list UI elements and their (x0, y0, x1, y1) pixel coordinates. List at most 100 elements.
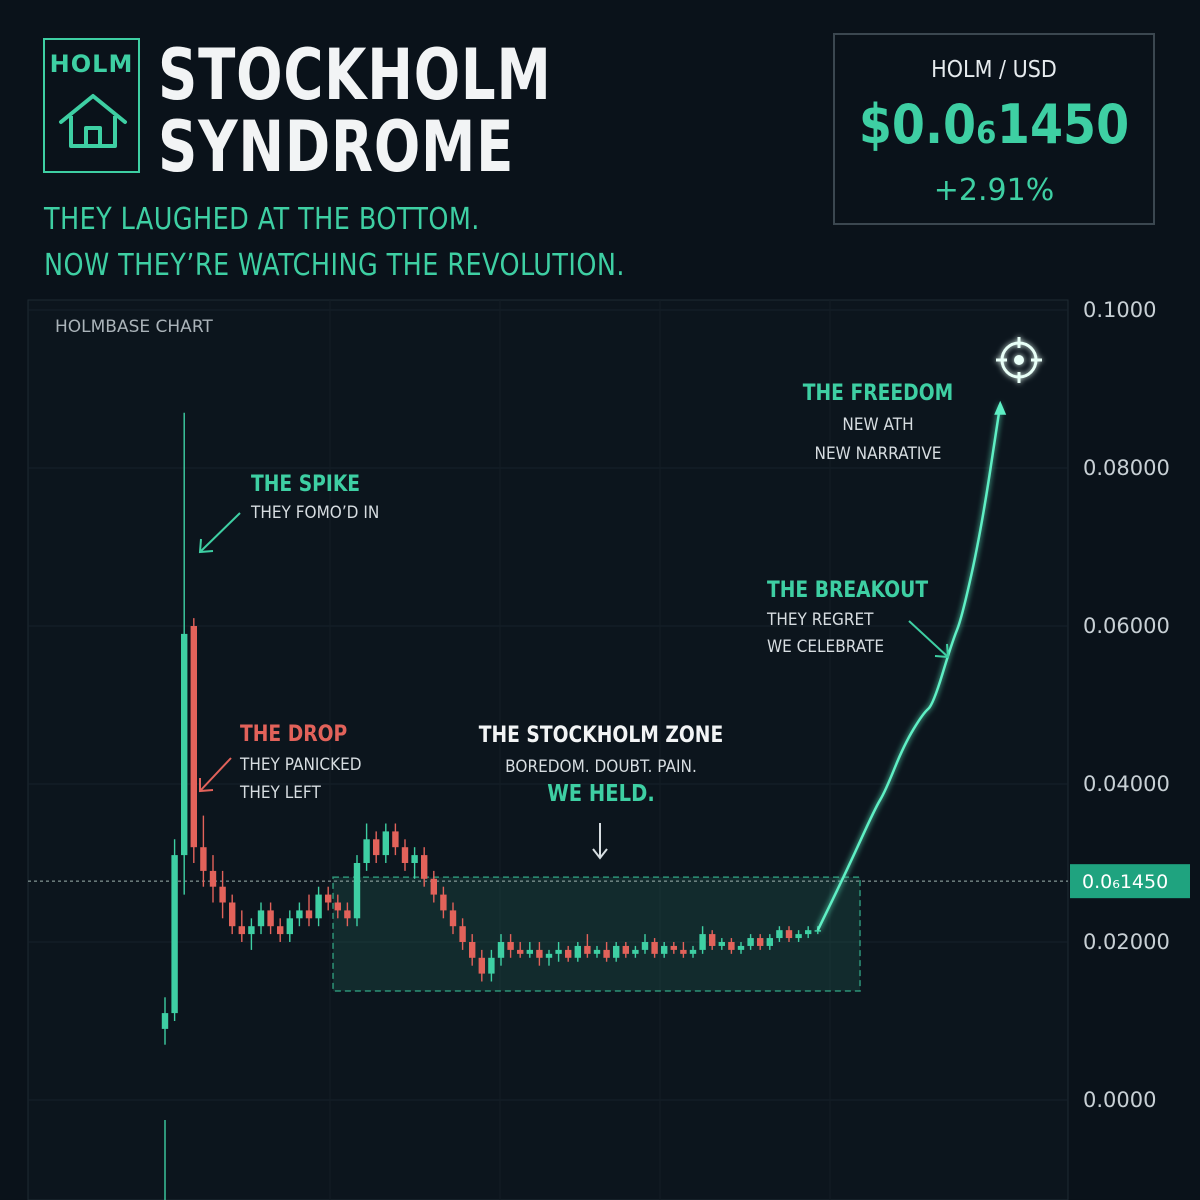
breakout-line (816, 404, 1002, 931)
price-value: $0.0₆1450 (858, 93, 1130, 156)
page-title-line-2: SYNDROME (158, 106, 515, 188)
candle (478, 949, 485, 982)
current-price-tag: 0.0₆1450 (1070, 864, 1190, 899)
candle (315, 886, 322, 927)
candle (286, 910, 293, 942)
drop-arrow-icon (199, 757, 232, 793)
annotation-freedom: THE FREEDOM NEW ATH NEW NARRATIVE (788, 381, 968, 464)
candle (584, 934, 591, 958)
candle (488, 949, 495, 982)
annotation-freedom-title: THE FREEDOM (802, 381, 954, 406)
candle (190, 618, 197, 863)
candle (526, 942, 533, 958)
candle (593, 945, 601, 958)
breakout-arrow-head (994, 400, 1007, 415)
price-panel: HOLM / USD $0.0₆1450 +2.91% (833, 33, 1155, 225)
candle (680, 942, 687, 958)
candle (469, 934, 476, 966)
annotation-spike-title: THE SPIKE (251, 472, 361, 497)
candle (517, 942, 524, 958)
candle (363, 823, 370, 871)
annotation-drop-sub-1: THEY PANICKED (240, 755, 362, 775)
breakout-arrow-icon (908, 620, 950, 659)
tagline-line-2: NOW THEY’RE WATCHING THE REVOLUTION. (44, 248, 625, 283)
candle (181, 412, 188, 895)
tagline-line-1: THEY LAUGHED AT THE BOTTOM. (44, 202, 480, 237)
candle (161, 997, 169, 1045)
candle (613, 942, 620, 962)
annotation-breakout-sub-1: THEY REGRET (767, 610, 874, 630)
candle (229, 894, 236, 935)
candle (305, 894, 313, 927)
page-title-line-1: STOCKHOLM (158, 34, 552, 116)
y-tick-label: 0.06000 (1083, 614, 1170, 638)
candle (718, 938, 725, 950)
candle (248, 918, 255, 950)
candle (651, 938, 658, 958)
logo-badge: HOLM (43, 38, 140, 173)
candle (382, 823, 389, 863)
annotation-drop: THE DROP THEY PANICKED THEY LEFT (240, 722, 375, 803)
annotation-drop-sub-2: THEY LEFT (240, 783, 321, 803)
candle (545, 949, 553, 966)
candle (709, 930, 716, 950)
candle (536, 942, 543, 966)
candle (373, 831, 380, 863)
candle (334, 894, 341, 919)
candle (603, 942, 610, 962)
candle (353, 855, 361, 927)
price-pair: HOLM / USD (931, 57, 1057, 83)
house-icon (59, 94, 127, 148)
annotation-freedom-sub-1: NEW ATH (842, 415, 914, 435)
candle (622, 942, 629, 958)
y-tick-label: 0.08000 (1083, 456, 1170, 480)
candle (805, 926, 812, 939)
zone-arrow-icon (592, 823, 608, 860)
candle (209, 855, 217, 903)
candle (632, 945, 639, 958)
candle (728, 938, 735, 954)
stockholm-zone (332, 876, 861, 992)
candle (795, 930, 802, 942)
candle (411, 847, 418, 879)
candle (757, 934, 764, 950)
candle (661, 942, 668, 958)
candle (641, 934, 649, 954)
chart-title: HOLMBASE CHART (55, 317, 213, 337)
annotation-zone-sub: BOREDOM. DOUBT. PAIN. (505, 757, 697, 777)
annotation-spike: THE SPIKE THEY FOMO’D IN (251, 472, 394, 523)
annotation-zone-title: THE STOCKHOLM ZONE (478, 723, 724, 748)
chart-panel (27, 299, 1069, 1200)
candle (449, 902, 457, 935)
candle (459, 918, 466, 950)
y-tick-label: 0.1000 (1083, 298, 1156, 322)
candle (555, 942, 562, 962)
candle (440, 886, 447, 919)
candle (565, 945, 572, 962)
candle (200, 815, 207, 887)
spike-arrow-icon (198, 512, 241, 554)
candle (392, 823, 399, 856)
candle (296, 902, 303, 927)
candle (325, 886, 332, 911)
annotation-zone: THE STOCKHOLM ZONE BOREDOM. DOUBT. PAIN.… (451, 723, 751, 807)
candle (421, 847, 428, 887)
annotation-breakout: THE BREAKOUT THEY REGRET WE CELEBRATE (767, 578, 957, 657)
candle (699, 926, 706, 954)
annotation-freedom-sub-2: NEW NARRATIVE (814, 444, 942, 464)
candle (507, 934, 514, 958)
candle (344, 902, 351, 927)
candle (267, 902, 274, 935)
candle (497, 934, 505, 966)
annotation-zone-emph: WE HELD. (547, 781, 655, 807)
candle (747, 934, 754, 950)
candle (277, 918, 284, 942)
candle (689, 945, 697, 958)
candle (219, 870, 226, 919)
candle (737, 942, 745, 954)
candle (238, 910, 245, 942)
annotation-spike-sub: THEY FOMO’D IN (251, 503, 380, 523)
candle (670, 942, 677, 954)
candle (574, 942, 581, 962)
